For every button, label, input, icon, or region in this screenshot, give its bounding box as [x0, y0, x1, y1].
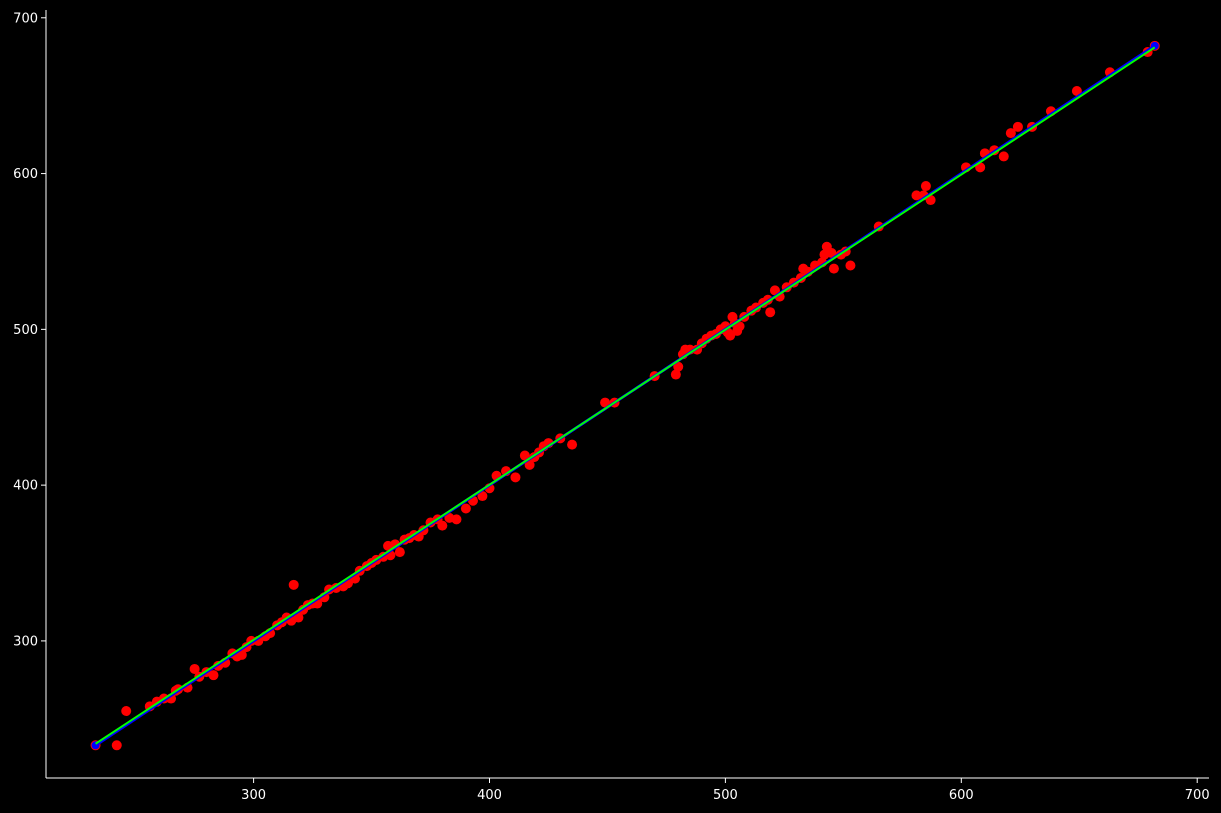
scatter-point [477, 491, 488, 502]
scatter-point [670, 369, 681, 380]
scatter-point [845, 260, 856, 271]
scatter-point [236, 649, 247, 660]
scatter-point [293, 612, 304, 623]
scatter-point [111, 740, 122, 751]
plot-area [90, 40, 1160, 751]
scatter-point [725, 330, 736, 341]
x-tick-label: 400 [477, 788, 502, 803]
y-axis-ticks: 300 400 500 600 700 [13, 11, 46, 649]
y-tick-label: 500 [13, 323, 38, 338]
scatter-point [826, 248, 837, 259]
scatter-point [394, 547, 405, 558]
scatter-point [288, 579, 299, 590]
y-tick-label: 700 [13, 11, 38, 26]
x-tick-label: 500 [713, 788, 738, 803]
scatter-point [460, 503, 471, 514]
y-tick-label: 600 [13, 167, 38, 182]
scatter-point [189, 663, 200, 674]
y-tick-label: 400 [13, 479, 38, 494]
scatter-point [567, 439, 578, 450]
scatter-point [1005, 128, 1016, 139]
x-tick-label: 600 [949, 788, 974, 803]
scatter-point [208, 670, 219, 681]
series-line-green [94, 46, 1156, 745]
scatter-point [1071, 86, 1082, 97]
scatter-point [920, 181, 931, 192]
y-tick-label: 300 [13, 634, 38, 649]
scatter-point [998, 151, 1009, 162]
scatter-point [765, 307, 776, 318]
scatter-point [451, 514, 462, 525]
scatter-point [524, 459, 535, 470]
x-axis-ticks: 300 400 500 600 700 [241, 778, 1210, 803]
x-tick-label: 300 [241, 788, 266, 803]
scatter-point [121, 706, 132, 717]
scatter-point [673, 361, 684, 372]
scatter-point [911, 190, 922, 201]
scatter-point [1012, 121, 1023, 132]
scatter-point [600, 397, 611, 408]
scatter-point [510, 472, 521, 483]
scatter-point [734, 321, 745, 332]
scatter-point [437, 520, 448, 531]
x-tick-label: 700 [1185, 788, 1210, 803]
scatter-point [828, 263, 839, 274]
scatter-point [519, 450, 530, 461]
